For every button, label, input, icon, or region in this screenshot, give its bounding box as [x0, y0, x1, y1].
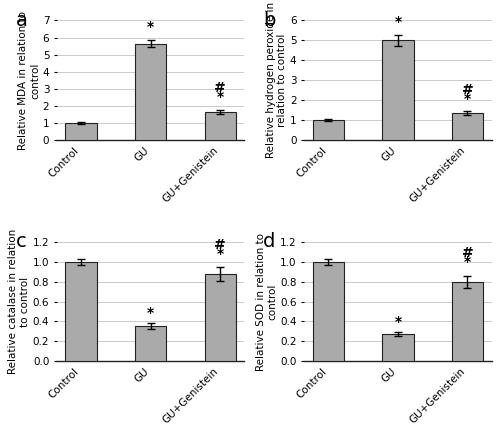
Text: #: # [462, 83, 473, 97]
Text: c: c [16, 232, 26, 251]
Bar [382, 335, 414, 362]
Y-axis label: Relative hydrogen peroxide in
relation to control: Relative hydrogen peroxide in relation t… [266, 2, 287, 158]
Text: #: # [214, 81, 226, 95]
Bar [312, 120, 344, 140]
Bar [204, 112, 236, 140]
Bar [135, 43, 166, 140]
Text: *: * [464, 255, 471, 269]
Text: *: * [147, 20, 154, 34]
Bar [452, 113, 483, 140]
Text: b: b [263, 11, 276, 30]
Text: *: * [147, 306, 154, 320]
Bar [452, 282, 483, 362]
Text: *: * [394, 16, 402, 30]
Y-axis label: Relative MDA in relation to
control: Relative MDA in relation to control [18, 11, 40, 150]
Text: #: # [462, 246, 473, 260]
Text: d: d [263, 232, 276, 251]
Bar [382, 40, 414, 140]
Text: *: * [216, 247, 224, 260]
Text: *: * [216, 90, 224, 104]
Bar [135, 326, 166, 362]
Y-axis label: Relative SOD in relation to
control: Relative SOD in relation to control [256, 233, 277, 371]
Bar [204, 273, 236, 362]
Bar [66, 262, 97, 362]
Text: *: * [464, 92, 471, 106]
Text: #: # [214, 238, 226, 252]
Y-axis label: Relative catalase in relation
to control: Relative catalase in relation to control [8, 229, 30, 374]
Text: a: a [16, 11, 28, 30]
Text: *: * [394, 316, 402, 329]
Bar [312, 262, 344, 362]
Bar [66, 123, 97, 140]
